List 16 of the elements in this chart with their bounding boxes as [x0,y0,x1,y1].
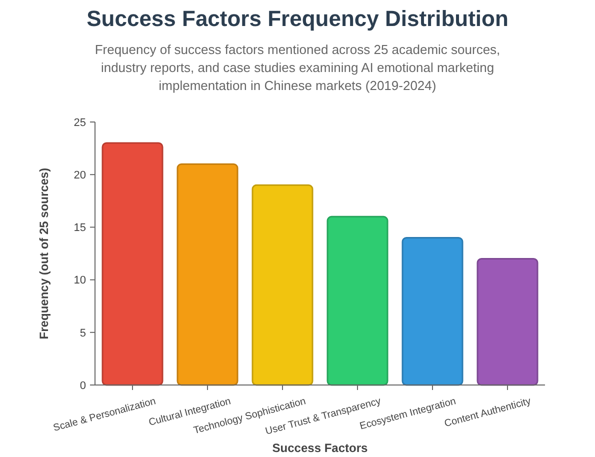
x-axis-title: Success Factors [272,441,368,455]
y-tick-label: 0 [80,380,86,392]
y-tick-label: 5 [80,327,86,340]
chart-subtitle: Frequency of success factors mentioned across 25 academic sources, industry reports, and case studies examining AI emotional marketing implementation in Chinese markets (2019-2024) [94,42,500,93]
chart-title: Success Factors Frequency Distribution [86,6,508,31]
bar [102,142,164,386]
bar [176,163,238,386]
bar [326,216,388,386]
y-tick-label: 20 [74,169,86,182]
y-tick-label: 15 [74,222,86,234]
bar [252,184,314,386]
bar [402,236,464,386]
bar [476,258,538,386]
y-tick-label: 10 [74,274,86,287]
y-axis-title: Frequency (out of 25 sources) [37,168,51,340]
y-tick-label: 25 [74,116,86,129]
